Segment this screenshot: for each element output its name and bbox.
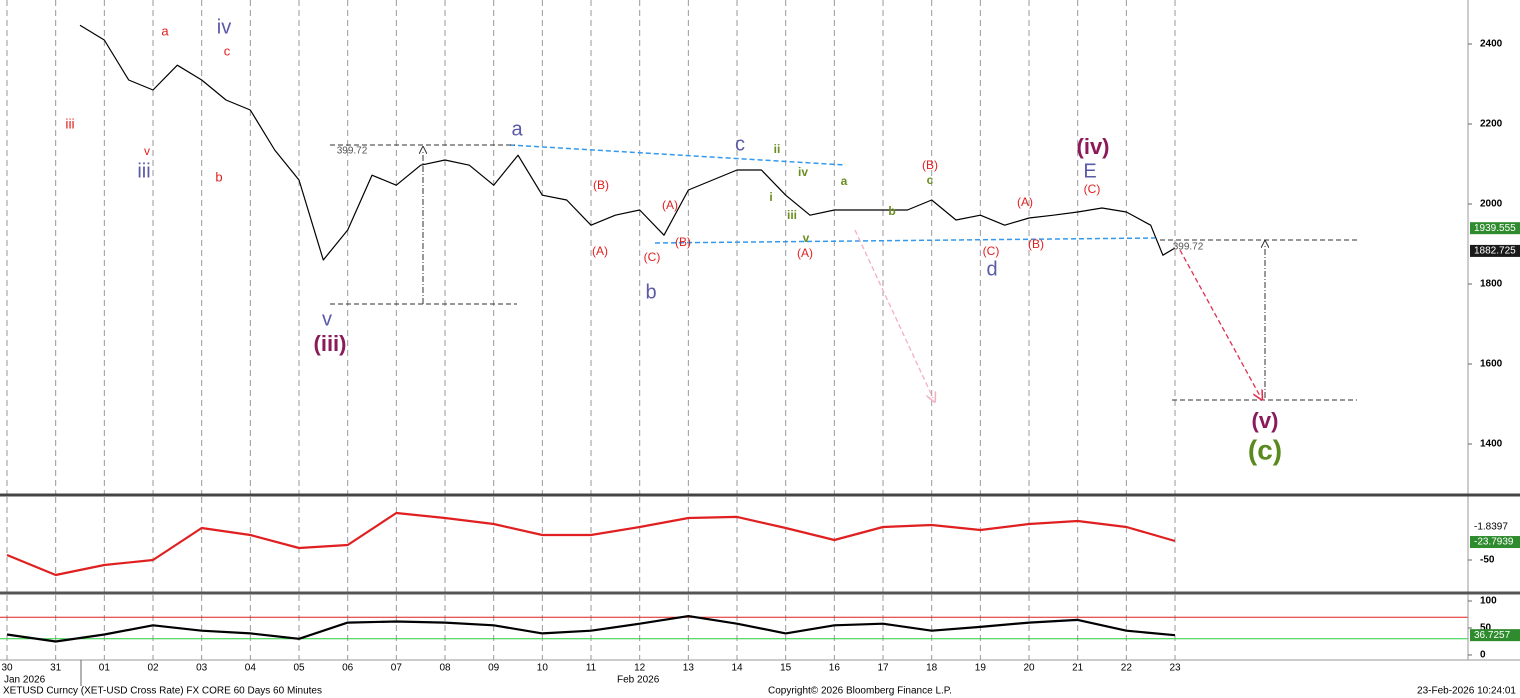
wave-label: (A) xyxy=(1017,195,1033,209)
wave-label: (B) xyxy=(675,235,691,249)
month-label: Jan 2026 xyxy=(4,675,46,686)
y-tick-label: 2000 xyxy=(1480,199,1503,210)
y-tick-label: 0 xyxy=(1480,650,1486,661)
x-tick-label: 11 xyxy=(586,663,597,674)
wave-label: b xyxy=(215,169,222,184)
wave-label: iv xyxy=(217,16,231,38)
y-tick-label: 100 xyxy=(1480,596,1497,607)
wave-label: (iii) xyxy=(314,331,347,356)
price-tag xyxy=(1470,222,1520,235)
wave-label: 399.72 xyxy=(1173,242,1204,253)
wave-label: d xyxy=(986,258,997,280)
wave-label: a xyxy=(841,174,848,188)
wave-label: a xyxy=(511,118,523,140)
wave-label: iii xyxy=(65,116,74,132)
wave-label: v xyxy=(803,231,810,245)
month-label: Feb 2026 xyxy=(617,675,660,686)
wave-label: 399.72 xyxy=(337,146,368,157)
x-tick-label: 14 xyxy=(731,663,743,674)
x-tick-label: 22 xyxy=(1121,663,1133,674)
x-tick-label: 04 xyxy=(245,663,257,674)
trend-line xyxy=(654,237,1156,244)
y-tick-label: 2200 xyxy=(1480,119,1503,130)
x-tick-label: 19 xyxy=(975,663,987,674)
x-tick-label: 10 xyxy=(537,663,549,674)
wave-label: (B) xyxy=(593,178,609,192)
projection-arrow xyxy=(854,229,933,398)
wave-label: v xyxy=(322,308,332,330)
wave-label: iii xyxy=(137,160,150,182)
series-line xyxy=(79,24,1176,261)
wave-label: (c) xyxy=(1248,434,1282,465)
y-tick-label: 2400 xyxy=(1480,39,1503,50)
price-tag-label: -1.8397 xyxy=(1474,522,1508,533)
wave-label: (B) xyxy=(922,158,938,172)
x-tick-label: 31 xyxy=(50,663,62,674)
wave-label: ii xyxy=(774,142,781,156)
wave-drawings xyxy=(330,144,1357,400)
wave-label: (iv) xyxy=(1077,134,1110,159)
x-tick-label: 12 xyxy=(634,663,646,674)
y-tick-label: -50 xyxy=(1480,555,1495,566)
projection-arrow xyxy=(1179,249,1260,396)
price-tag-label: 1939.555 xyxy=(1474,223,1516,234)
x-tick-label: 09 xyxy=(488,663,500,674)
x-tick-label: 30 xyxy=(1,663,13,674)
plot xyxy=(0,24,1468,643)
wave-label: v xyxy=(144,144,150,158)
wave-label: c xyxy=(927,173,934,187)
timestamp: 23-Feb-2026 10:24:01 xyxy=(1417,686,1516,697)
trend-line xyxy=(509,144,846,166)
wave-label: (v) xyxy=(1252,408,1279,433)
wave-label: (B) xyxy=(1028,237,1044,251)
y-tick-label: 1600 xyxy=(1480,359,1503,370)
x-tick-label: 06 xyxy=(342,663,354,674)
wave-label: (C) xyxy=(983,244,1000,258)
price-tag xyxy=(1470,536,1520,549)
wave-label: (A) xyxy=(662,198,678,212)
wave-label: c xyxy=(224,43,231,58)
x-tick-label: 23 xyxy=(1169,663,1181,674)
x-tick-label: 15 xyxy=(780,663,792,674)
x-tick-label: 16 xyxy=(829,663,841,674)
x-tick-label: 17 xyxy=(877,663,889,674)
price-tag-label: 36.7257 xyxy=(1474,630,1511,641)
wave-label: a xyxy=(161,23,169,38)
wave-label: b xyxy=(888,204,895,218)
wave-label: E xyxy=(1083,160,1096,182)
price-tag-label: 1882.725 xyxy=(1474,246,1516,257)
price-tag xyxy=(1470,629,1520,642)
x-tick-label: 18 xyxy=(926,663,938,674)
series-line xyxy=(6,511,1176,577)
security-label: XETUSD Curncy (XET-USD Cross Rate) FX CO… xyxy=(3,686,322,697)
copyright: Copyright© 2026 Bloomberg Finance L.P. xyxy=(768,686,952,697)
wave-label: i xyxy=(769,190,772,204)
wave-label: (A) xyxy=(592,244,608,258)
x-tick-label: 01 xyxy=(99,663,111,674)
x-tick-label: 13 xyxy=(683,663,695,674)
wave-label: (C) xyxy=(1084,182,1101,196)
wave-label: c xyxy=(735,133,745,155)
x-tick-label: 21 xyxy=(1072,663,1084,674)
price-tag-label: -23.7939 xyxy=(1474,537,1514,548)
wave-label: b xyxy=(645,281,656,303)
x-tick-label: 05 xyxy=(293,663,305,674)
y-tick-label: 1400 xyxy=(1480,439,1503,450)
x-tick-label: 07 xyxy=(391,663,403,674)
wave-label: (A) xyxy=(797,246,813,260)
y-tick-label: 1800 xyxy=(1480,279,1503,290)
x-tick-label: 08 xyxy=(439,663,451,674)
wave-label: (C) xyxy=(644,250,661,264)
x-tick-label: 20 xyxy=(1023,663,1035,674)
x-tick-label: 03 xyxy=(196,663,208,674)
wave-label: iv xyxy=(798,165,808,179)
series-line xyxy=(6,615,1176,643)
y-tick-label: 50 xyxy=(1480,623,1492,634)
price-tag xyxy=(1470,244,1520,257)
x-tick-label: 02 xyxy=(147,663,159,674)
wave-label: iii xyxy=(787,208,797,222)
grid xyxy=(6,0,1176,660)
